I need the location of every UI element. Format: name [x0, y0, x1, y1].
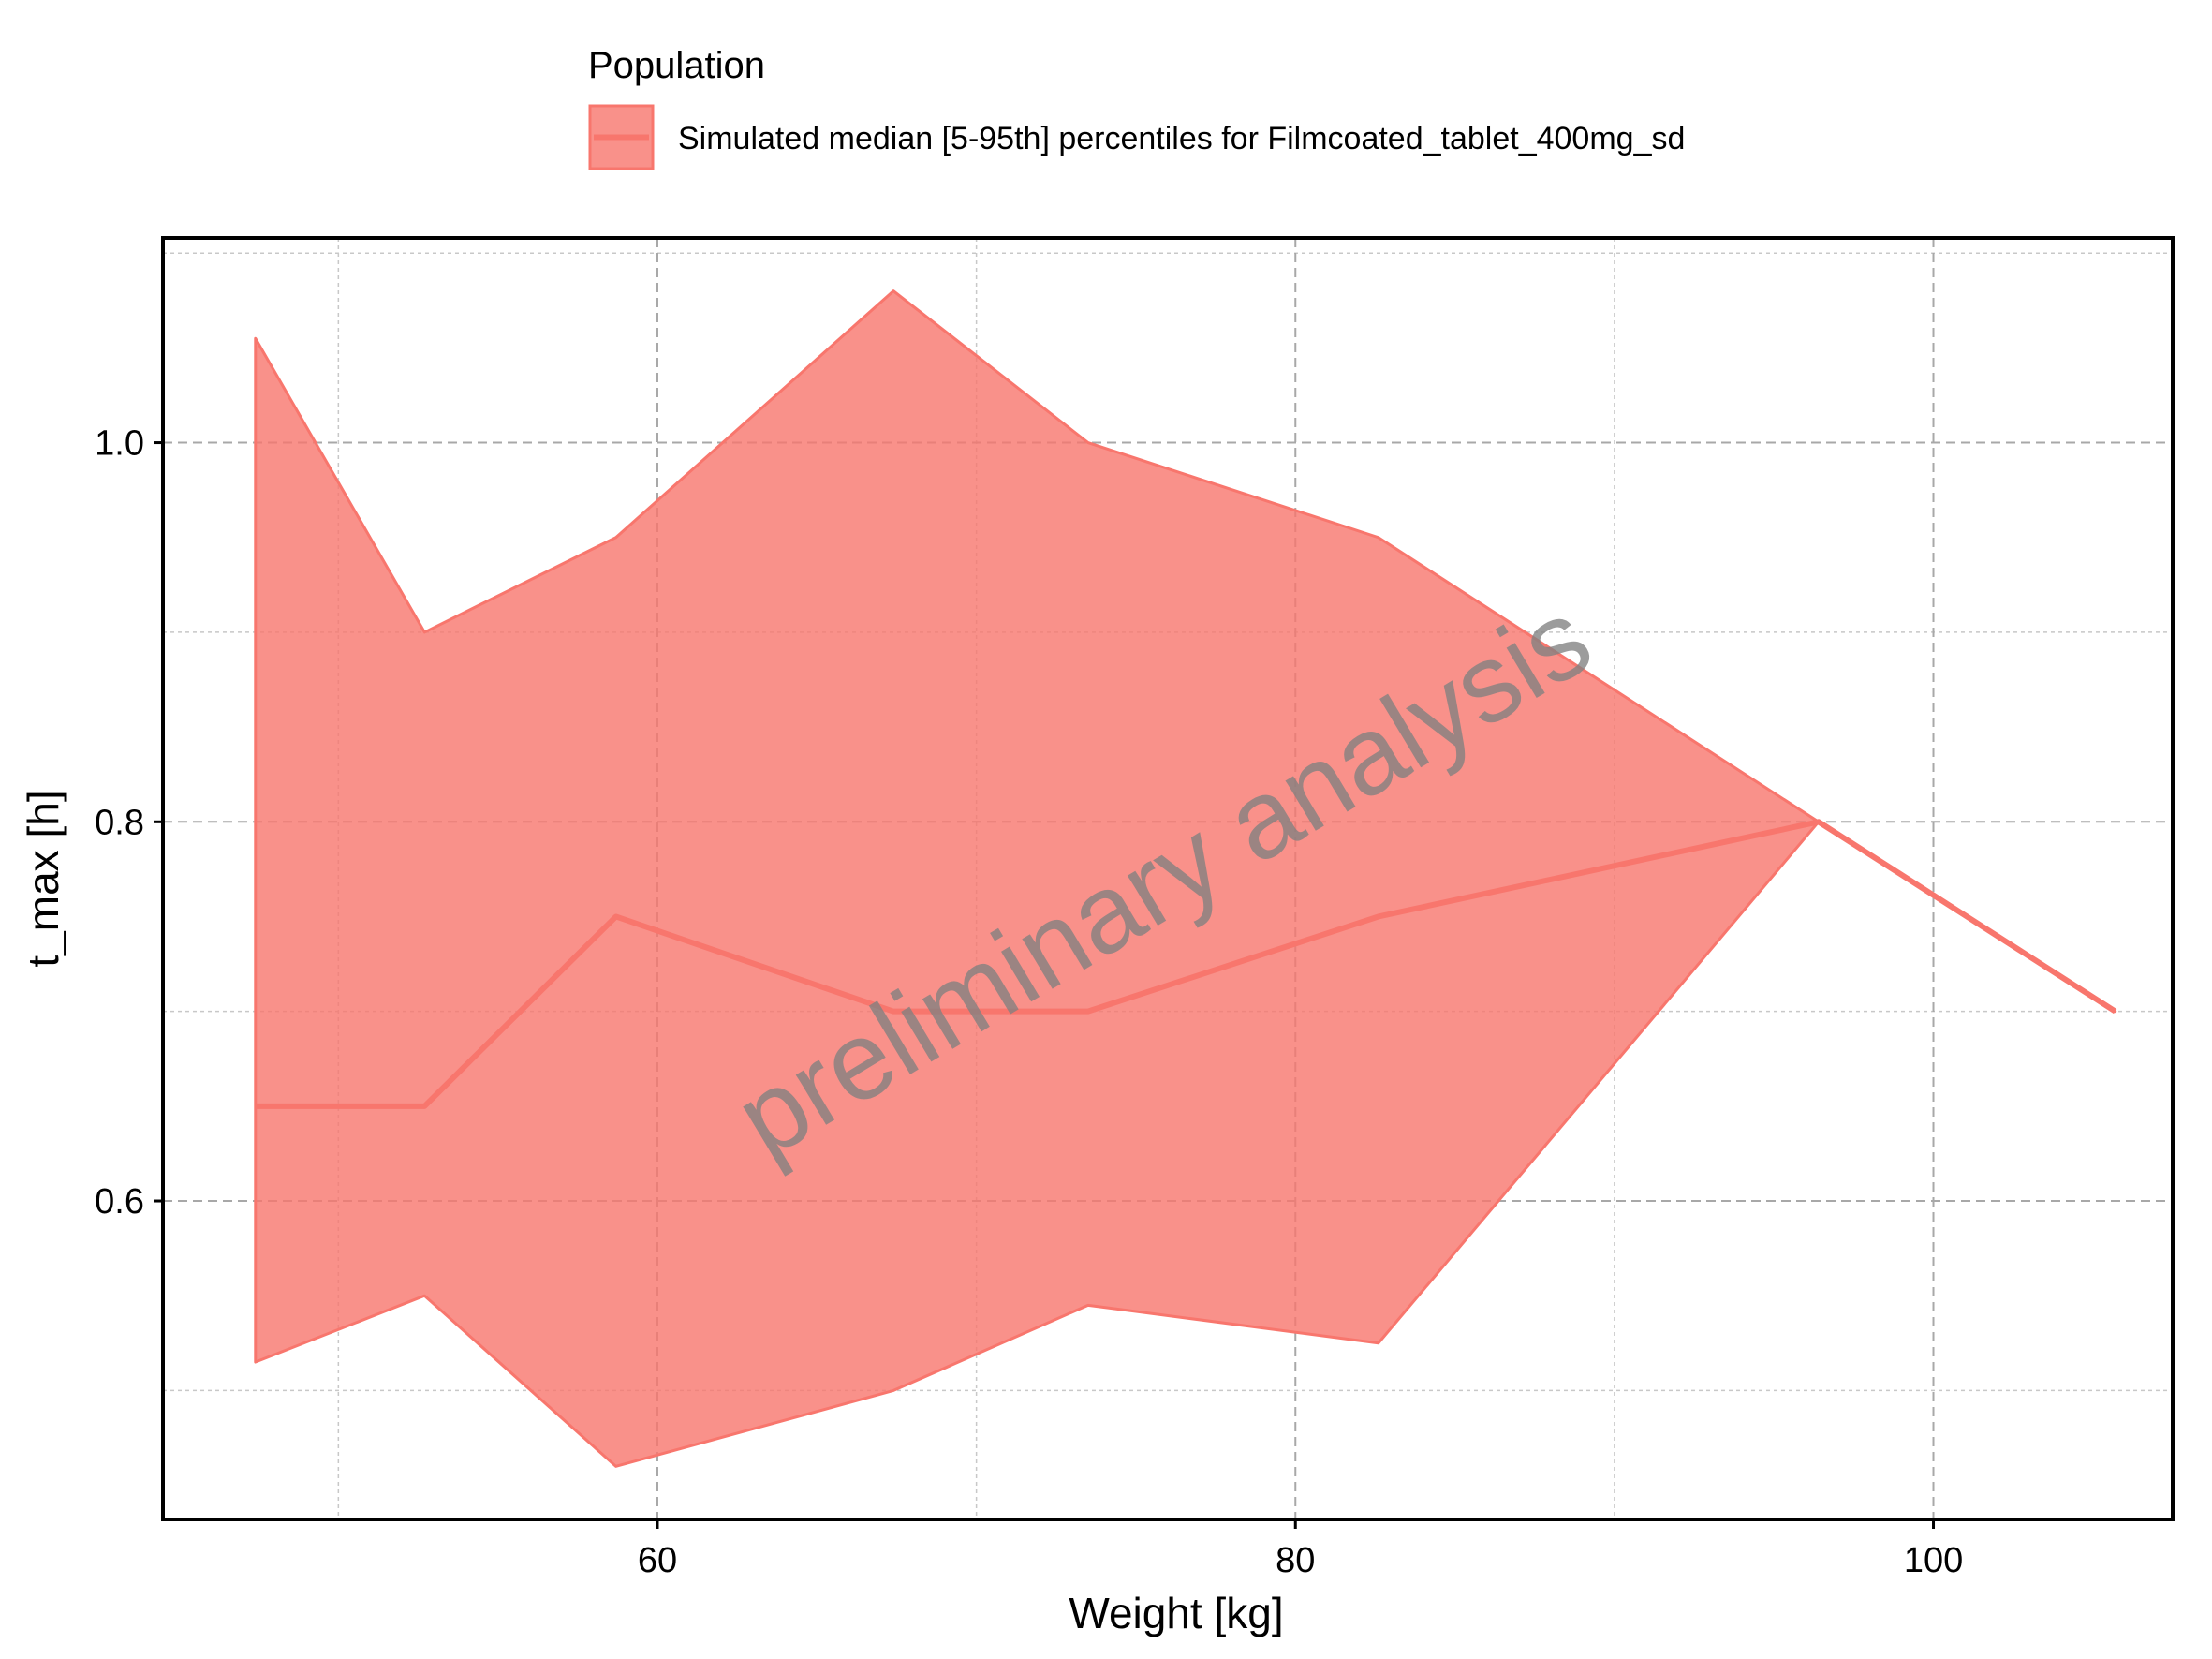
legend: Population Simulated median [5-95th] per…	[588, 45, 1685, 170]
y-tick-label: 0.6	[95, 1182, 144, 1222]
y-axis-title: t_max [h]	[19, 790, 67, 967]
x-tick-label: 100	[1904, 1541, 1963, 1580]
median-line-0	[255, 819, 2117, 1109]
plot-panel-border	[161, 236, 2175, 1521]
y-axis-ticks: 0.6 0.8 1.0	[95, 424, 163, 1222]
y-tick-label: 1.0	[95, 424, 144, 464]
x-tick-label: 80	[1276, 1541, 1315, 1580]
legend-title: Population	[588, 45, 765, 86]
x-axis-title: Weight [kg]	[1069, 1589, 1283, 1637]
y-tick-label: 0.8	[95, 803, 144, 842]
legend-entry-label: Simulated median [5-95th] percentiles fo…	[678, 121, 1685, 156]
x-tick-label: 60	[638, 1541, 677, 1580]
data-layer	[254, 289, 2117, 1468]
x-axis-ticks: 60 80 100	[638, 1519, 1963, 1580]
